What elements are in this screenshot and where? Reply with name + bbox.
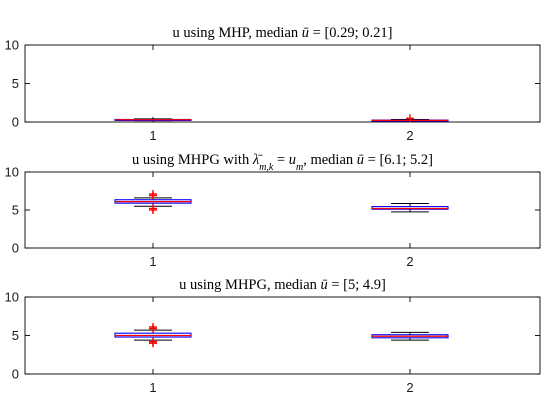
outlier-marker <box>149 204 157 213</box>
y-tick-label: 5 <box>12 203 19 218</box>
y-tick-label: 0 <box>12 115 19 130</box>
y-tick-label: 0 <box>12 241 19 256</box>
chart-title-part: λ̄ <box>252 152 263 168</box>
y-tick-label: 10 <box>5 38 19 53</box>
axes-frame <box>24 296 541 375</box>
chart-title-part: = [6.1; 5.2] <box>364 152 433 168</box>
box-2 <box>371 114 449 123</box>
chart-title-part: = [5; 4.9] <box>328 277 386 293</box>
chart-title-part: m <box>296 162 303 173</box>
axes-frame <box>24 44 541 123</box>
axes-frame <box>24 171 541 249</box>
x-tick-label: 2 <box>406 254 413 269</box>
box-1 <box>114 190 192 214</box>
x-tick-label: 1 <box>149 128 156 143</box>
y-tick-label: 10 <box>5 290 19 305</box>
box-1 <box>114 118 192 122</box>
boxplot-panel-2: 0 5 10 1 2 u using MHPG with λ̄m,k = um, medi… <box>5 152 541 269</box>
chart-title: u using MHPG, median ū = [5; 4.9] <box>179 277 386 293</box>
chart-title-part: u using MHPG, median <box>179 277 320 293</box>
y-tick-label: 5 <box>12 76 19 91</box>
box-1 <box>114 323 192 348</box>
x-tick-label: 1 <box>149 254 156 269</box>
chart-title-part: u <box>289 152 296 168</box>
y-tick-label: 5 <box>12 328 19 343</box>
chart-title-part: m,k <box>259 162 274 173</box>
boxplot-panel-1: 0 5 10 1 2 u using MHP, median ū = [0.29; 0.2… <box>5 25 541 143</box>
chart-title-part: = [0.29; 0.21] <box>309 25 393 41</box>
outlier-marker <box>149 323 157 332</box>
chart-title-part: , median <box>303 152 357 168</box>
y-tick-label: 0 <box>12 367 19 382</box>
x-tick-label: 2 <box>406 128 413 143</box>
boxplot-panel-3: 0 5 10 1 2 u using MHPG, median ū = [5; 4.9] <box>5 277 541 395</box>
chart-title-part: ū <box>302 25 309 41</box>
chart-title-part: ū <box>357 152 364 168</box>
box-2 <box>371 203 449 213</box>
chart-title-part: u using MHPG with <box>132 152 253 168</box>
outlier-marker <box>149 337 157 346</box>
box-2 <box>371 331 449 341</box>
y-tick-label: 10 <box>5 165 19 180</box>
chart-title: u using MHP, median ū = [0.29; 0.21] <box>172 25 392 41</box>
outlier-marker <box>406 114 414 123</box>
chart-title-part: ū <box>321 277 328 293</box>
chart-title: u using MHPG with λ̄m,k = um, median ū =… <box>132 152 433 173</box>
x-tick-label: 2 <box>406 380 413 395</box>
chart-title-part: = <box>273 152 288 168</box>
outlier-marker <box>149 190 157 199</box>
chart-title-part: u using MHP, median <box>172 25 301 41</box>
x-tick-label: 1 <box>149 380 156 395</box>
